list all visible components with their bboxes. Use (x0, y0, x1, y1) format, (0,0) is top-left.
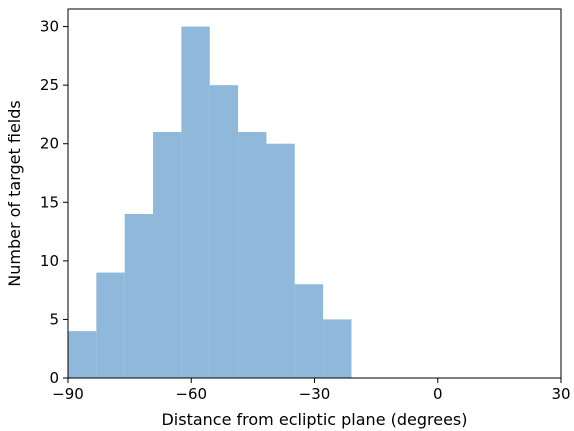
bars-group (68, 26, 352, 379)
y-tick-label: 0 (49, 369, 59, 387)
x-tick-label: −30 (299, 385, 331, 403)
histogram-bar (68, 331, 97, 378)
histogram-bar (294, 284, 324, 378)
histogram-bar (238, 132, 267, 378)
x-axis-label: Distance from ecliptic plane (degrees) (161, 410, 467, 429)
x-tick-label: 0 (433, 385, 443, 403)
y-tick-label: 5 (49, 310, 59, 328)
y-tick-label: 20 (40, 135, 59, 153)
x-tick-label: −60 (175, 385, 207, 403)
x-axis-ticks: −90 −60 −30 0 30 (52, 378, 571, 403)
histogram-bar (153, 132, 182, 378)
y-tick-label: 30 (40, 18, 59, 36)
histogram-bar (96, 272, 125, 378)
histogram-bar (181, 26, 210, 378)
y-axis-label: Number of target fields (5, 100, 24, 286)
histogram-bar (209, 85, 239, 379)
y-tick-label: 25 (40, 76, 59, 94)
x-tick-label: −90 (52, 385, 84, 403)
y-tick-label: 15 (40, 193, 59, 211)
histogram-bar (124, 214, 154, 378)
histogram-bar (323, 319, 352, 378)
y-tick-label: 10 (40, 252, 59, 270)
histogram-bar (266, 143, 295, 378)
y-axis-ticks: 0 5 10 15 20 25 30 (40, 18, 68, 387)
x-tick-label: 30 (551, 385, 570, 403)
